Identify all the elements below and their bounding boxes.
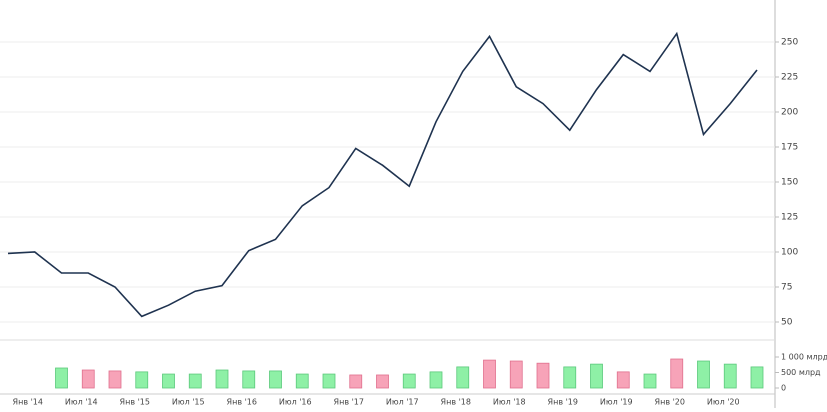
- volume-bar: [483, 359, 496, 389]
- x-tick-label: Июл '16: [279, 398, 312, 407]
- y-tick-label: 75: [781, 283, 792, 293]
- y-tick-label: 500 млрд: [781, 368, 821, 377]
- x-tick-label: Июл '15: [172, 398, 205, 407]
- y-tick-label: 200: [781, 108, 798, 118]
- volume-bar: [269, 370, 282, 389]
- volume-bar: [242, 370, 256, 389]
- volume-bar: [509, 360, 523, 389]
- volume-bar: [643, 373, 657, 389]
- volume-bar: [750, 366, 764, 389]
- x-tick-label: Янв '16: [227, 398, 257, 407]
- volume-bar: [376, 374, 389, 389]
- y-tick-label: 175: [781, 143, 798, 153]
- x-tick-label: Июл '18: [493, 398, 526, 407]
- x-tick-label: Янв '18: [441, 398, 471, 407]
- volume-bar: [215, 369, 229, 389]
- volume-bar: [349, 374, 363, 389]
- y-tick-label: 1 000 млрд: [781, 353, 827, 362]
- y-tick-label: 50: [781, 318, 793, 328]
- volume-bar: [429, 371, 443, 389]
- y-tick-label: 0: [781, 384, 786, 393]
- x-tick-label: Июл '14: [65, 398, 98, 407]
- y-tick-label: 125: [781, 213, 798, 223]
- volume-bar: [563, 366, 577, 389]
- price-line: [7, 31, 758, 318]
- volume-bar: [295, 373, 309, 389]
- volume-bar: [135, 371, 149, 389]
- x-tick-label: Янв '14: [13, 398, 43, 407]
- x-tick-label: Июл '19: [600, 398, 633, 407]
- volume-bar: [616, 371, 630, 389]
- x-tick-label: Июл '17: [386, 398, 419, 407]
- y-tick-label: 250: [781, 38, 798, 48]
- volume-bar: [697, 360, 710, 389]
- volume-bar: [402, 373, 416, 389]
- x-tick-label: Июл '20: [707, 398, 740, 407]
- volume-bar: [162, 373, 175, 389]
- volume-bar: [108, 370, 122, 389]
- x-tick-label: Янв '15: [120, 398, 150, 407]
- volume-bar: [536, 362, 550, 389]
- volume-bar: [590, 363, 603, 389]
- volume-bar: [188, 373, 202, 389]
- volume-bar: [723, 363, 737, 389]
- volume-bar: [55, 367, 68, 389]
- volume-bar: [456, 366, 470, 389]
- volume-bar: [670, 358, 684, 389]
- x-tick-label: Янв '20: [655, 398, 685, 407]
- volume-bar: [322, 373, 336, 389]
- y-tick-label: 225: [781, 73, 798, 83]
- volume-bar: [81, 369, 95, 389]
- y-tick-label: 100: [781, 248, 798, 258]
- x-tick-label: Янв '19: [548, 398, 578, 407]
- x-tick-label: Янв '17: [334, 398, 364, 407]
- y-tick-label: 150: [781, 178, 798, 188]
